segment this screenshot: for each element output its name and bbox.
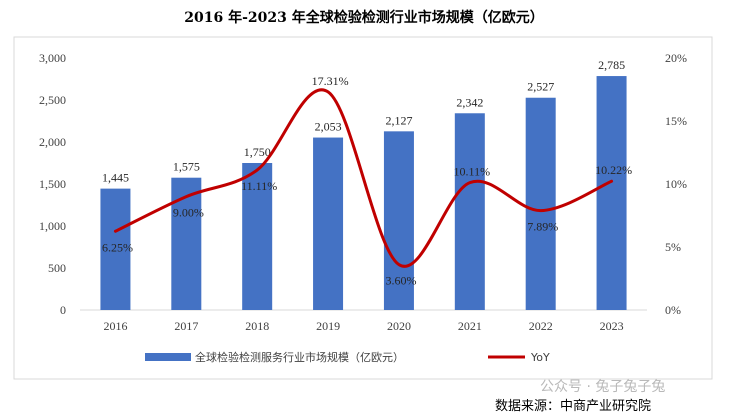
- bar-series: [100, 76, 627, 311]
- left-tick-label: 500: [48, 261, 66, 275]
- yoy-value-label: 3.60%: [385, 274, 416, 288]
- bar-value-label: 1,575: [173, 160, 200, 174]
- bar-value-label: 2,527: [527, 80, 554, 94]
- chart-frame: [13, 36, 713, 380]
- yoy-data-labels: 6.25% 9.00% 11.11% 17.31% 3.60% 10.11% 7.89% 10…: [102, 74, 632, 288]
- bar-value-label: 1,445: [102, 171, 129, 185]
- bar: [242, 163, 273, 310]
- right-tick-label: 10%: [665, 177, 687, 191]
- right-tick-label: 0%: [665, 303, 681, 317]
- left-tick-label: 1,500: [39, 177, 66, 191]
- yoy-value-label: 17.31%: [312, 74, 349, 88]
- bar: [383, 131, 414, 310]
- x-tick-label: 2019: [316, 319, 340, 333]
- left-tick-label: 2,500: [39, 93, 66, 107]
- bar-value-label: 2,342: [456, 95, 483, 109]
- x-tick-label: 2017: [174, 319, 198, 333]
- yoy-value-label: 10.22%: [595, 163, 632, 177]
- x-tick-label: 2018: [245, 319, 269, 333]
- yoy-value-label: 7.89%: [527, 220, 558, 234]
- right-y-axis: 0% 5% 10% 15% 20%: [665, 51, 687, 317]
- bar: [313, 137, 344, 310]
- x-tick-label: 2023: [600, 319, 624, 333]
- right-tick-label: 15%: [665, 114, 687, 128]
- x-tick-label: 2016: [103, 319, 127, 333]
- legend-line-label: YoY: [530, 351, 550, 364]
- bar: [454, 113, 485, 310]
- left-tick-label: 0: [60, 303, 66, 317]
- yoy-line: [113, 88, 614, 268]
- x-tick-label: 2020: [387, 319, 411, 333]
- right-tick-label: 5%: [665, 240, 681, 254]
- left-tick-label: 2,000: [39, 135, 66, 149]
- yoy-value-label: 11.11%: [241, 179, 277, 193]
- bar-value-label: 2,053: [315, 120, 342, 134]
- bar: [596, 76, 627, 310]
- yoy-value-label: 6.25%: [102, 240, 133, 254]
- legend: 全球检验检测服务行业市场规模（亿欧元） YoY: [145, 350, 550, 364]
- watermark: 公众号 · 兔子兔子兔: [540, 379, 665, 395]
- source-note: 数据来源：中商产业研究院: [495, 399, 651, 414]
- bar-value-label: 2,127: [385, 113, 412, 127]
- x-tick-label: 2022: [529, 319, 553, 333]
- right-tick-label: 20%: [665, 51, 687, 65]
- x-tick-label: 2021: [458, 319, 482, 333]
- bar-value-label: 1,750: [244, 145, 271, 159]
- x-axis: 2016 2017 2018 2019 2020 2021 2022 2023: [103, 319, 623, 333]
- bar: [100, 188, 131, 310]
- yoy-line-series: [113, 88, 614, 268]
- yoy-value-label: 9.00%: [173, 206, 204, 220]
- legend-bar-swatch: [145, 353, 191, 361]
- chart-title: 2016 年-2023 年全球检验检测行业市场规模（亿欧元）: [184, 9, 544, 26]
- yoy-value-label: 10.11%: [454, 165, 491, 179]
- left-tick-label: 1,000: [39, 219, 66, 233]
- bar-data-labels: 1,445 1,575 1,750 2,053 2,127 2,342 2,527 2,785: [102, 58, 625, 185]
- bar: [525, 97, 556, 311]
- left-y-axis: 0 500 1,000 1,500 2,000 2,500 3,000: [39, 51, 66, 317]
- legend-bar-label: 全球检验检测服务行业市场规模（亿欧元）: [195, 350, 404, 364]
- bar-value-label: 2,785: [598, 58, 625, 72]
- left-tick-label: 3,000: [39, 51, 66, 65]
